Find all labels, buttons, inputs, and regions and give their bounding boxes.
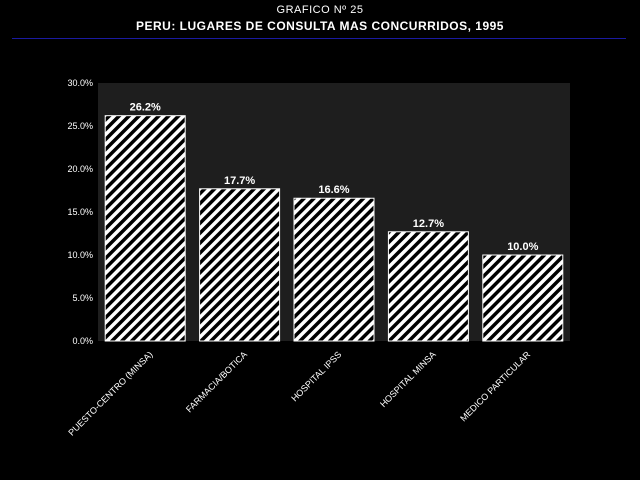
data-label: 17.7% [224,175,255,187]
title-underline [12,38,626,39]
bar [482,254,564,342]
y-tick-label: 10.0% [67,250,93,260]
y-tick-label: 30.0% [67,78,93,88]
data-label: 10.0% [507,241,538,253]
x-tick-label: MEDICO PARTICULAR [458,349,532,423]
bar [199,188,281,342]
data-label: 12.7% [413,218,444,230]
x-tick-label: PUESTO-CENTRO (MINSA) [66,349,154,437]
bar [387,231,469,342]
data-label: 16.6% [318,184,349,196]
y-tick-label: 5.0% [72,293,93,303]
x-tick-label: HOSPITAL MINSA [378,349,438,409]
chart-subtitle: GRAFICO Nº 25 [276,4,364,16]
chart-title: PERU: LUGARES DE CONSULTA MAS CONCURRIDO… [136,19,504,33]
x-tick-label: FARMACIA/BOTICA [184,349,249,414]
data-labels-group: 26.2% 17.7% 16.6% 12.7% 10.0% [130,102,539,253]
bar [293,197,375,342]
y-tick-label: 15.0% [67,207,93,217]
bar [104,115,186,342]
data-label: 26.2% [130,102,161,114]
bars-group [104,115,564,342]
x-axis: PUESTO-CENTRO (MINSA) FARMACIA/BOTICA HOSP… [66,349,532,438]
y-tick-label: 0.0% [72,336,93,346]
y-tick-label: 25.0% [67,121,93,131]
y-axis: 0.0% 5.0% 10.0% 15.0% 20.0% 25.0% 30.0% [67,78,93,346]
y-tick-label: 20.0% [67,164,93,174]
x-tick-label: HOSPITAL IPSS [289,349,343,403]
